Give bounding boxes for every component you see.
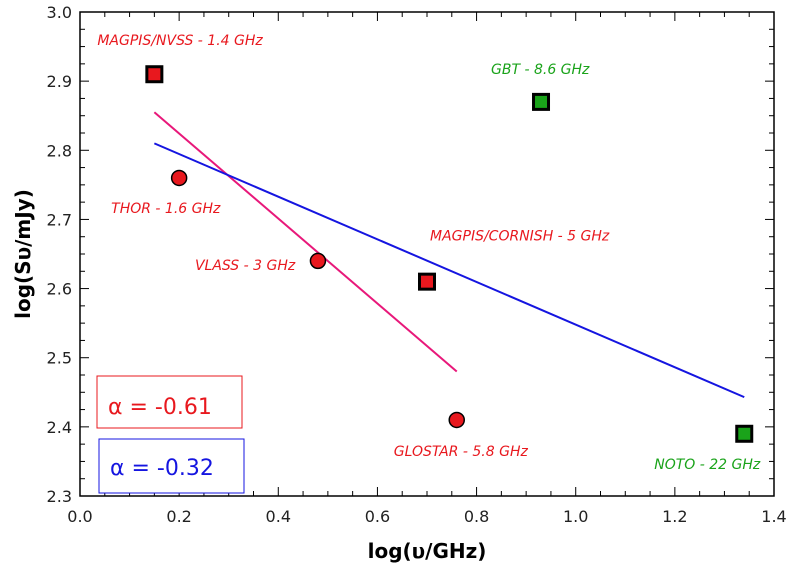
data-point-square	[532, 92, 551, 111]
point-label: THOR - 1.6 GHz	[111, 201, 221, 217]
fit-line-1	[153, 111, 458, 373]
legend-box-2	[98, 438, 245, 494]
x-tick-label: 0.4	[266, 507, 291, 526]
x-tick-label: 0.2	[166, 507, 191, 526]
y-tick-label: 2.7	[47, 210, 72, 229]
data-point-square	[145, 65, 164, 84]
y-tick-label: 3.0	[47, 3, 72, 22]
data-point-circle	[448, 411, 465, 429]
y-tick-label: 2.8	[47, 141, 72, 160]
y-axis-title: log(Sυ/mJy)	[11, 189, 35, 319]
x-axis-title: log(υ/GHz)	[368, 539, 487, 563]
x-tick-label: 0.0	[67, 507, 92, 526]
legend-text-1: α = -0.61	[108, 395, 212, 420]
y-tick-label: 2.9	[47, 72, 72, 91]
data-point-circle	[309, 252, 327, 270]
x-tick-label: 1.0	[563, 507, 588, 526]
fit-line-2	[153, 142, 745, 399]
point-label: GBT - 8.6 GHz	[491, 62, 590, 78]
legend-box-1	[96, 375, 243, 429]
point-label: GLOSTAR - 5.8 GHz	[394, 444, 529, 460]
data-point-circle	[170, 169, 188, 187]
x-tick-label: 0.8	[464, 507, 489, 526]
data-point-square	[418, 272, 436, 291]
data-point-square	[735, 424, 754, 443]
x-tick-label: 1.4	[761, 507, 786, 526]
point-label: MAGPIS/CORNISH - 5 GHz	[430, 229, 610, 245]
x-tick-label: 0.6	[365, 507, 390, 526]
x-tick-label: 1.2	[662, 507, 687, 526]
y-tick-label: 2.6	[47, 280, 72, 299]
point-label: MAGPIS/NVSS - 1.4 GHz	[97, 33, 263, 49]
y-tick-label: 2.3	[47, 487, 72, 506]
point-label: VLASS - 3 GHz	[195, 258, 296, 274]
point-label: NOTO - 22 GHz	[654, 457, 761, 473]
y-tick-label: 2.5	[47, 349, 72, 368]
y-tick-label: 2.4	[47, 418, 72, 437]
legend-text-2: α = -0.32	[110, 456, 214, 481]
